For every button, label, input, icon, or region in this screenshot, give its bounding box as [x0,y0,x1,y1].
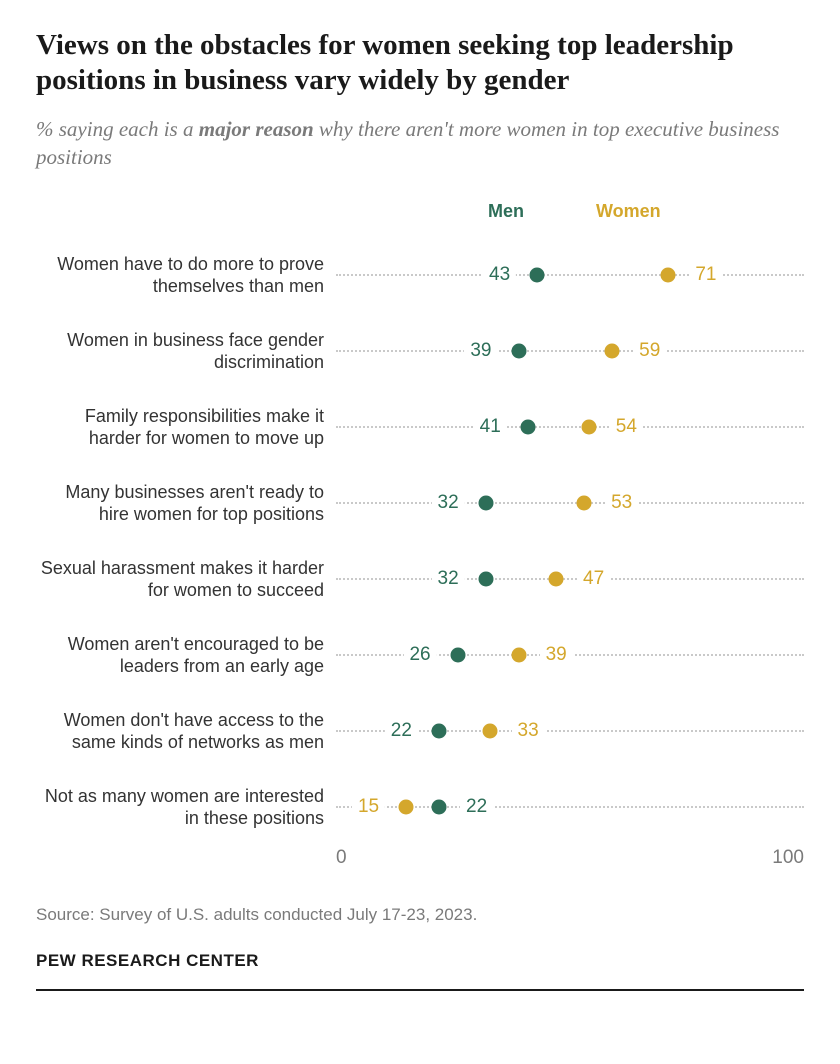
women-dot [511,648,526,663]
row-label: Women in business face gender discrimina… [36,329,336,374]
women-value: 33 [512,720,545,742]
legend-women: Women [596,201,661,222]
men-dot [431,724,446,739]
women-value: 59 [633,340,666,362]
women-dot [605,344,620,359]
men-dot [511,344,526,359]
x-axis: 0 100 [36,847,804,875]
men-value: 22 [385,720,418,742]
chart-row: Women have to do more to prove themselve… [36,237,804,313]
row-plot: 22 33 [336,722,804,740]
women-dot [399,800,414,815]
chart-row: Women aren't encouraged to be leaders fr… [36,617,804,693]
men-value: 32 [432,568,465,590]
men-dot [478,496,493,511]
row-label: Sexual harassment makes it harder for wo… [36,557,336,602]
subtitle-pre: % saying each is a [36,117,199,141]
row-label: Family responsibilities make it harder f… [36,405,336,450]
axis-tick: 100 [772,847,804,869]
row-plot: 1522 [336,798,804,816]
row-label: Women don't have access to the same kind… [36,709,336,754]
women-dot [483,724,498,739]
chart-row: Many businesses aren't ready to hire wom… [36,465,804,541]
women-value: 39 [540,644,573,666]
chart-row: Sexual harassment makes it harder for wo… [36,541,804,617]
row-plot: 43 71 [336,266,804,284]
row-label: Not as many women are interested in thes… [36,785,336,830]
women-value: 71 [689,264,722,286]
row-label: Many businesses aren't ready to hire wom… [36,481,336,526]
row-plot: 41 54 [336,418,804,436]
source-note: Source: Survey of U.S. adults conducted … [36,905,804,925]
women-dot [581,420,596,435]
men-value: 26 [403,644,436,666]
chart-title: Views on the obstacles for women seeking… [36,28,804,99]
women-value: 53 [605,492,638,514]
men-dot [478,572,493,587]
chart-row: Women don't have access to the same kind… [36,693,804,769]
row-plot: 32 47 [336,570,804,588]
subtitle-emph: major reason [199,117,314,141]
chart-row: Family responsibilities make it harder f… [36,389,804,465]
chart-rows: Women have to do more to prove themselve… [36,237,804,845]
row-plot: 39 59 [336,342,804,360]
chart-row: Not as many women are interested in thes… [36,769,804,845]
row-plot: 26 39 [336,646,804,664]
women-value: 54 [610,416,643,438]
legend: Men Women [36,201,804,233]
women-dot [548,572,563,587]
men-value: 41 [474,416,507,438]
women-dot [577,496,592,511]
chart-row: Women in business face gender discrimina… [36,313,804,389]
legend-men: Men [488,201,524,222]
men-dot [520,420,535,435]
men-value: 43 [483,264,516,286]
women-dot [661,268,676,283]
dot-plot-chart: Men Women Women have to do more to prove … [36,201,804,875]
row-label: Women aren't encouraged to be leaders fr… [36,633,336,678]
men-value: 22 [460,796,493,818]
footer-brand: PEW RESEARCH CENTER [36,951,804,991]
row-plot: 32 53 [336,494,804,512]
women-value: 47 [577,568,610,590]
women-value: 15 [352,796,385,818]
men-dot [450,648,465,663]
axis-tick: 0 [336,847,347,869]
chart-subtitle: % saying each is a major reason why ther… [36,115,804,172]
men-value: 32 [432,492,465,514]
men-value: 39 [464,340,497,362]
row-label: Women have to do more to prove themselve… [36,253,336,298]
men-dot [530,268,545,283]
men-dot [431,800,446,815]
